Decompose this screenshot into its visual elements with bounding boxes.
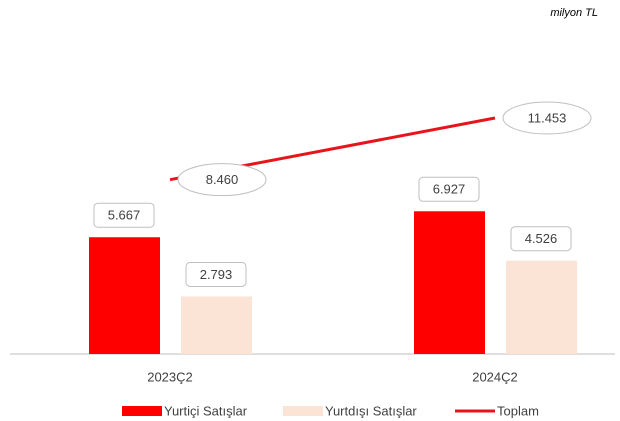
data-label: 11.453 bbox=[528, 110, 567, 125]
data-label-box bbox=[177, 163, 267, 197]
bar bbox=[89, 237, 160, 354]
legend-swatch bbox=[283, 406, 323, 416]
x-tick-label: 2024Ç2 bbox=[472, 369, 518, 384]
x-tick-label: 2023Ç2 bbox=[147, 369, 193, 384]
legend-label: Yurtiçi Satışlar bbox=[164, 403, 248, 418]
data-label: 2.793 bbox=[200, 267, 233, 282]
bar bbox=[414, 211, 485, 354]
data-label-box bbox=[185, 261, 247, 287]
data-label-box bbox=[93, 202, 155, 228]
legend-label: Toplam bbox=[497, 403, 539, 418]
data-label: 5.667 bbox=[108, 208, 141, 223]
data-label: 4.526 bbox=[525, 231, 558, 246]
data-label-box bbox=[510, 226, 572, 252]
legend-label: Yurtdışı Satışlar bbox=[325, 403, 417, 418]
unit-label: milyon TL bbox=[550, 7, 598, 19]
bar bbox=[506, 260, 577, 354]
data-label: 6.927 bbox=[433, 182, 466, 197]
data-label-box bbox=[502, 101, 592, 135]
bar bbox=[181, 296, 252, 354]
data-label: 8.460 bbox=[206, 172, 239, 187]
data-label-box bbox=[418, 176, 480, 202]
legend-swatch bbox=[122, 406, 162, 416]
